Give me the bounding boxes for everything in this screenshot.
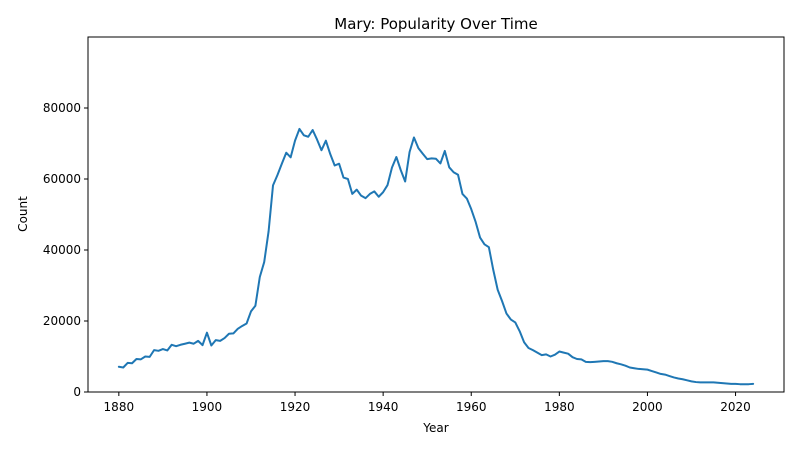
plot-frame — [87, 36, 785, 393]
x-tick-label: 1880 — [104, 400, 135, 414]
y-tick-label: 40000 — [43, 243, 81, 257]
x-tick-label: 1940 — [368, 400, 399, 414]
x-tick-label: 1980 — [544, 400, 575, 414]
x-axis-label: Year — [422, 421, 448, 435]
x-tick-label: 2000 — [632, 400, 663, 414]
series-line — [117, 127, 755, 386]
x-tick-label: 1900 — [192, 400, 223, 414]
y-tick-label: 20000 — [43, 314, 81, 328]
x-axis-ticks: 1880 1900 1920 1940 1960 1980 2000 2020 — [104, 392, 751, 414]
y-axis-ticks: 0 20000 40000 60000 80000 — [43, 101, 88, 399]
y-axis-label: Count — [16, 196, 30, 232]
chart-title: Mary: Popularity Over Time — [334, 15, 537, 33]
x-tick-label: 1920 — [280, 400, 311, 414]
y-tick-label: 0 — [73, 385, 81, 399]
y-tick-label: 60000 — [43, 172, 81, 186]
x-tick-label: 1960 — [456, 400, 487, 414]
x-tick-label: 2020 — [720, 400, 751, 414]
y-tick-label: 80000 — [43, 101, 81, 115]
